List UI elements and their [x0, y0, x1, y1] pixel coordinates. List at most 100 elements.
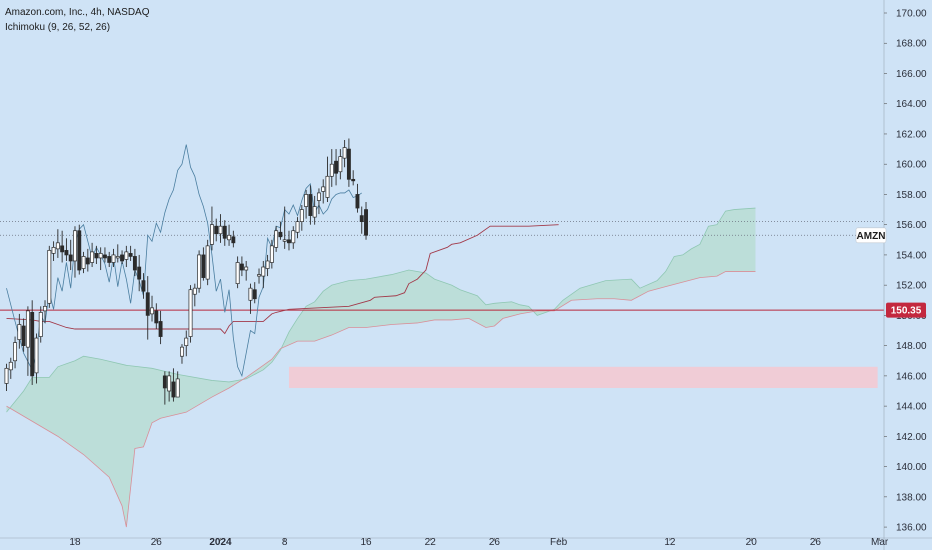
candle	[171, 368, 176, 402]
candle	[158, 310, 163, 345]
candle	[329, 149, 334, 187]
candle	[252, 282, 257, 304]
candle	[192, 283, 197, 307]
candle-body	[25, 310, 30, 348]
plot-area	[0, 138, 884, 528]
candle-body	[137, 266, 142, 280]
candle	[291, 226, 296, 249]
candle	[287, 230, 291, 251]
candle	[30, 300, 35, 385]
candle	[278, 221, 283, 240]
candle-body	[98, 253, 103, 259]
candle	[90, 242, 95, 268]
y-tick-label: 164.00	[896, 99, 927, 110]
candle	[188, 285, 193, 343]
candle	[222, 220, 227, 246]
candle	[107, 251, 112, 268]
candle-body	[265, 260, 270, 269]
candle-body	[334, 160, 339, 174]
candle-body	[167, 375, 172, 392]
candle-body	[308, 194, 313, 216]
candle-body	[158, 321, 163, 337]
candle-body	[77, 230, 82, 271]
y-tick-label: 162.00	[896, 129, 927, 140]
y-tick-label: 138.00	[896, 492, 927, 503]
candle	[214, 218, 219, 242]
candle	[209, 206, 214, 251]
candle	[120, 250, 125, 264]
candle-body	[188, 289, 193, 337]
candle	[325, 156, 330, 202]
demand-zone	[288, 366, 878, 388]
candle-body	[325, 175, 330, 198]
candle-body	[261, 266, 266, 277]
price-tag-box	[886, 302, 926, 318]
candle	[55, 229, 60, 258]
candle-body	[201, 254, 206, 278]
candle-body	[73, 230, 77, 262]
candle-body	[145, 292, 150, 316]
candle-body	[154, 310, 159, 324]
candle	[355, 183, 360, 213]
candle-body	[346, 148, 351, 180]
candle-body	[171, 381, 176, 398]
candle	[13, 336, 18, 369]
candle	[85, 248, 90, 272]
candle-body	[278, 231, 283, 238]
y-tick-label: 140.00	[896, 462, 927, 473]
x-tick-label: 8	[282, 537, 288, 548]
candle	[38, 306, 43, 343]
candle-body	[214, 225, 219, 235]
indicator-title[interactable]: Ichimoku (9, 26, 52, 26)	[5, 22, 111, 33]
candle	[21, 318, 26, 352]
candle-body	[43, 305, 47, 312]
candle-body	[81, 256, 86, 269]
candle-body	[13, 342, 18, 362]
candle-body	[162, 375, 167, 389]
candle-body	[4, 367, 9, 384]
candle-body	[38, 312, 43, 337]
candle-body	[209, 224, 214, 245]
candle-body	[364, 209, 368, 236]
price-axis	[884, 0, 932, 550]
candle	[244, 260, 249, 281]
candle	[197, 250, 202, 293]
candle-body	[55, 242, 60, 250]
candle	[141, 273, 146, 299]
candle-body	[21, 325, 26, 346]
candle	[94, 245, 99, 264]
candle-body	[257, 274, 261, 277]
candle	[334, 149, 339, 186]
symbol-title[interactable]: Amazon.com, Inc., 4h, NASDAQ	[5, 7, 150, 18]
candle-body	[34, 337, 39, 374]
candle-body	[68, 254, 73, 262]
candle-body	[51, 247, 56, 254]
candle	[201, 247, 206, 281]
candle	[68, 239, 73, 271]
y-tick-label: 160.00	[896, 160, 927, 171]
candle-body	[321, 186, 326, 192]
x-tick-label: 2024	[209, 537, 232, 548]
candle	[304, 189, 309, 219]
candle	[346, 138, 351, 187]
candle	[282, 206, 287, 249]
candle-body	[252, 289, 257, 300]
candle-body	[248, 287, 253, 301]
candle-body	[244, 266, 249, 271]
candle	[274, 226, 279, 252]
candle	[162, 371, 167, 405]
x-tick-label: Mar	[871, 537, 889, 548]
candle-body	[192, 287, 197, 295]
candle-body	[150, 307, 154, 315]
candle-body	[111, 254, 116, 263]
candle	[231, 230, 236, 248]
base-line	[6, 224, 559, 335]
candle-body	[342, 147, 347, 159]
candle-body	[316, 192, 321, 201]
candle	[180, 344, 184, 364]
candle	[8, 357, 13, 379]
candle	[342, 140, 347, 168]
candle-body	[235, 262, 240, 284]
